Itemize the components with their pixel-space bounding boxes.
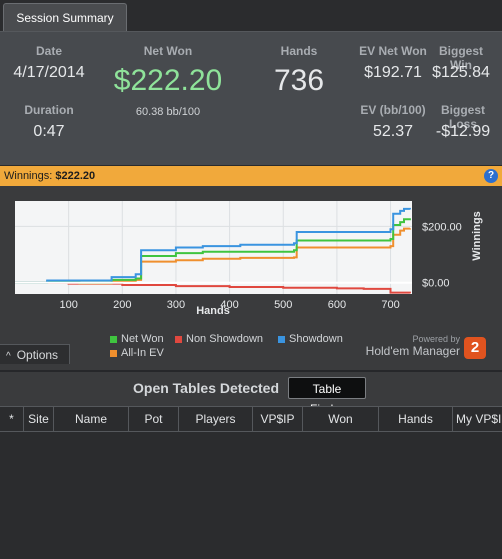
series-line-showdown	[15, 207, 411, 284]
legend-showdown-label: Showdown	[289, 333, 343, 345]
date-value: 4/17/2014	[13, 64, 85, 81]
y-tick-label: $0.00	[422, 278, 450, 290]
x-tick-label: 100	[59, 299, 77, 311]
x-tick-label: 700	[381, 299, 399, 311]
open-tables-panel: Open Tables Detected Table Finder * Site…	[0, 370, 502, 559]
legend-all-in-ev-label: All-In EV	[121, 347, 164, 359]
column-header-hands[interactable]: Hands	[379, 407, 453, 431]
column-header-players[interactable]: Players	[179, 407, 253, 431]
tab-bar: Session Summary	[0, 0, 502, 32]
hands-label: Hands	[280, 44, 318, 58]
options-label: Options	[16, 348, 59, 362]
hm2-logo-icon: 2	[464, 337, 486, 359]
x-axis-label: Hands	[196, 305, 230, 317]
legend-all-in-ev-swatch	[110, 349, 117, 357]
legend-net-won-swatch	[110, 335, 117, 343]
options-toggle[interactable]: ^ Options	[0, 344, 70, 364]
open-tables-body	[0, 432, 502, 559]
biggest-loss-value: -$12.99	[435, 123, 491, 140]
column-header-name[interactable]: Name	[54, 407, 129, 431]
column-header-my-vpip[interactable]: My VP$IP	[456, 412, 502, 426]
open-tables-header: * Site Name Pot Players VP$IP Won Hands …	[0, 406, 502, 432]
legend-showdown: Showdown	[278, 333, 343, 345]
hands-value: 736	[273, 64, 325, 97]
column-header-site[interactable]: Site	[24, 407, 54, 431]
x-tick-label: 200	[113, 299, 131, 311]
brand-name: Hold'em Manager	[365, 344, 460, 358]
column-header-won[interactable]: Won	[303, 407, 379, 431]
legend-showdown-swatch	[278, 335, 285, 343]
winnings-bar: Winnings: $222.20 ?	[0, 166, 502, 186]
x-tick-label: 500	[274, 299, 292, 311]
date-label: Date	[35, 44, 62, 58]
summary-panel: Date 4/17/2014 Net Won $222.20 60.38 bb/…	[0, 32, 502, 166]
duration-value: 0:47	[33, 123, 65, 140]
help-icon[interactable]: ?	[484, 169, 498, 183]
net-won-value: $222.20	[113, 64, 223, 97]
table-finder-button[interactable]: Table Finder	[288, 377, 366, 416]
tab-session-summary[interactable]: Session Summary	[3, 3, 127, 31]
winnings-value: $222.20	[55, 170, 96, 182]
biggest-win-value: $125.84	[432, 64, 490, 81]
column-header-pot[interactable]: Pot	[129, 407, 179, 431]
y-axis-label: Winnings	[471, 211, 483, 260]
net-won-bb100: 60.38 bb/100	[135, 106, 201, 118]
winnings-chart: 100 200 300 400 500 600 700 $200.00 $0.00 Hands…	[15, 201, 483, 317]
duration-label: Duration	[24, 103, 74, 117]
biggest-win-label: Biggest Win	[438, 44, 483, 72]
ev-net-won-label: EV Net Won	[359, 44, 427, 58]
ev-bb100-value: 52.37	[372, 123, 414, 140]
legend-all-in-ev: All-In EV	[110, 347, 164, 359]
chevron-up-icon: ^	[6, 351, 11, 362]
x-tick-label: 400	[220, 299, 238, 311]
holdem-manager-brand: Powered by Hold'em Manager 2	[365, 334, 490, 362]
winnings-label: Winnings:	[4, 170, 53, 182]
chart-panel: 100 200 300 400 500 600 700 $200.00 $0.00 Hands…	[0, 186, 502, 364]
biggest-loss-label: Biggest Loss	[440, 103, 485, 131]
x-tick-label: 600	[328, 299, 346, 311]
net-won-label: Net Won	[143, 44, 193, 58]
powered-by-text: Powered by	[412, 334, 460, 344]
ev-bb100-label: EV (bb/100)	[360, 103, 426, 117]
legend-non-showdown-swatch	[175, 335, 182, 343]
legend-net-won-label: Net Won	[121, 333, 164, 345]
open-tables-title: Open Tables Detected	[133, 380, 280, 396]
legend-non-showdown-label: Non Showdown	[186, 333, 264, 345]
legend-net-won: Net Won	[110, 333, 164, 345]
column-header-vpip[interactable]: VP$IP	[253, 407, 303, 431]
ev-net-won-value: $192.71	[364, 64, 422, 81]
y-tick-label: $200.00	[422, 221, 462, 233]
legend-non-showdown: Non Showdown	[175, 333, 263, 345]
column-header-star[interactable]: *	[0, 407, 24, 431]
x-tick-label: 300	[167, 299, 185, 311]
